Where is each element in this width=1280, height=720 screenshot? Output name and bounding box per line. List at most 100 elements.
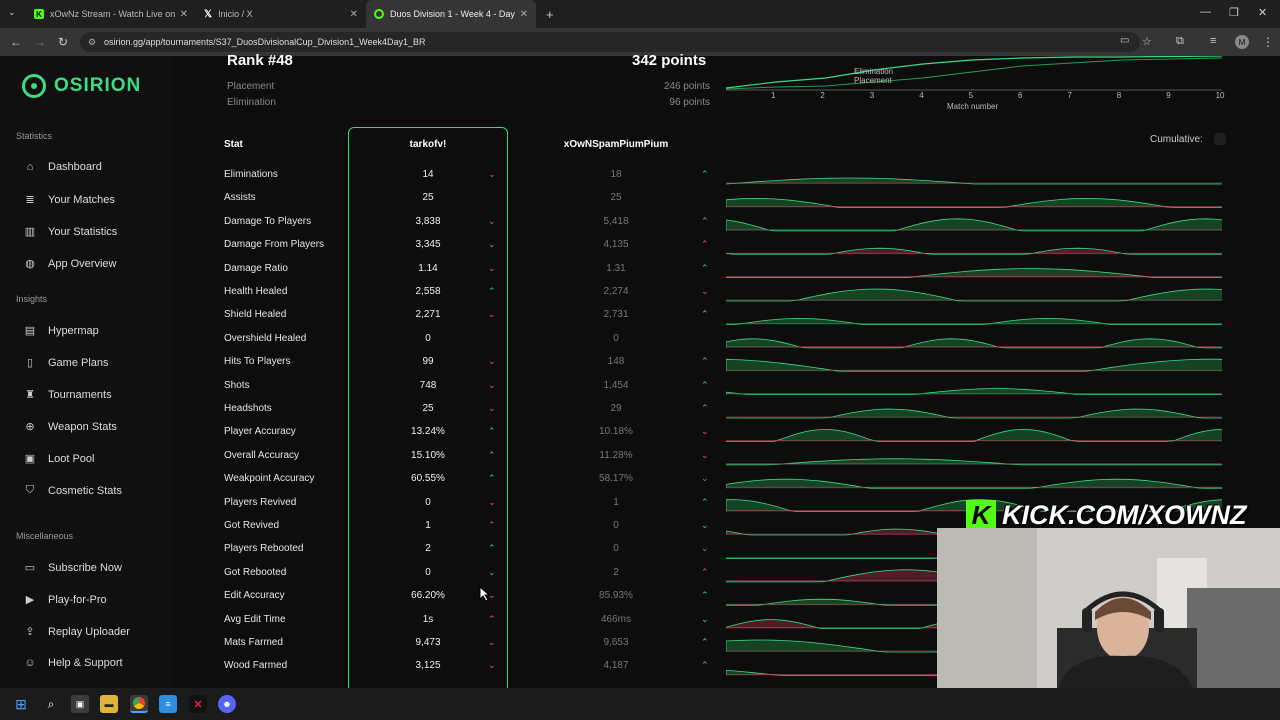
stat-name: Hits To Players [224,356,291,368]
app-icon[interactable]: ≡ [159,695,177,713]
player1-value: 9,473 [415,637,441,648]
profile-avatar[interactable]: M [1235,35,1249,49]
player2-value: 29 [610,403,622,414]
total-points: 342 points [632,52,707,69]
placement-value: 246 points [663,81,710,92]
task-view-icon[interactable]: ▣ [71,695,89,713]
arrow-down-icon: ⌄ [488,309,496,320]
tab-title: Inicio / X [218,9,253,19]
sidebar-item-label: Play-for-Pro [48,593,107,606]
sidebar-item-app-overview[interactable]: ◍ App Overview [24,257,117,271]
arrow-down-icon: ⌄ [488,169,496,179]
cumulative-checkbox[interactable] [1214,133,1226,145]
browser-menu-icon[interactable]: ⋮ [1262,35,1274,49]
player1-header[interactable]: tarkofv! [409,139,447,150]
minimize-icon[interactable]: — [1200,6,1211,18]
sparkline-line [726,478,1222,489]
arrow-up-icon: ⌃ [701,215,709,226]
table-row: Edit Accuracy 66.20% ⌄ 85.93% ⌃ [0,590,720,610]
close-tab-icon[interactable]: ✕ [349,8,358,20]
arrow-up-icon: ⌃ [701,379,709,390]
sidebar-item-your-matches[interactable]: ≣ Your Matches [24,193,114,207]
table-row: Hits To Players 99 ⌄ 148 ⌃ [0,356,720,376]
arrow-down-icon: ⌄ [488,590,496,601]
arrow-down-icon: ⌄ [488,215,496,226]
player1-value: 0 [425,332,431,344]
back-icon[interactable]: ← [10,35,22,49]
arrow-up-icon: ⌃ [701,403,709,413]
x-tick-label: 4 [919,91,924,100]
arrow-up-icon: ⌃ [701,637,709,647]
sidebar-item-replay-uploader[interactable]: ⇪ Replay Uploader [24,625,130,639]
sidebar-item-play-for-pro[interactable]: ▶ Play-for-Pro [24,593,107,607]
sidebar-item-hypermap[interactable]: ▤ Hypermap [24,324,99,338]
close-tab-icon[interactable]: ✕ [519,8,528,20]
media-icon[interactable]: ≡ [1210,35,1217,47]
tab-osirion[interactable]: Duos Division 1 - Week 4 - Day ✕ [366,0,536,28]
sparkline-area [726,178,1222,184]
osirion-logo[interactable]: OSIRION [22,74,141,98]
url-input[interactable]: ⚙ osirion.gg/app/tournaments/S37_DuosDiv… [80,32,1140,52]
tab-x[interactable]: 𝕏 Inicio / X ✕ [196,0,366,28]
arrow-up-icon: ⌃ [701,496,709,507]
trophy-icon: ♜ [25,389,35,401]
player1-value: 1s [422,613,434,625]
stat-name: Mats Farmed [224,637,283,648]
sidebar-item-tournaments[interactable]: ♜ Tournaments [24,388,112,402]
table-row: Avg Edit Time 1s ⌃ 466ms ⌄ [0,614,720,634]
player1-value: 60.55% [411,473,445,485]
player2-value: 5,418 [603,215,629,227]
tab-list-chevron-icon[interactable]: ⌄ [8,7,16,17]
cast-icon[interactable]: ▭ [1120,35,1130,46]
x-tick-label: 5 [968,91,974,100]
site-info-icon[interactable]: ⚙ [88,36,97,47]
stat-name: Eliminations [224,169,278,180]
elimination-series-line [726,57,1223,90]
discord-icon[interactable]: ☻ [218,695,236,713]
player2-value: 10.18% [599,426,633,438]
sidebar-item-help-support[interactable]: ☺ Help & Support [24,657,122,669]
x-app-icon[interactable]: ✕ [189,695,207,713]
sparkline-line [726,317,1222,325]
chrome-icon[interactable] [130,695,148,713]
close-tab-icon[interactable]: ✕ [179,8,188,20]
windows-start-icon[interactable]: ⊞ [15,695,27,712]
table-row: Overall Accuracy 15.10% ⌃ 11.28% ⌄ [0,450,720,470]
arrow-down-icon: ⌄ [488,496,496,507]
bookmark-star-icon[interactable]: ☆ [1142,36,1152,48]
x-tick-label: 6 [1018,91,1023,100]
player1-value: 748 [419,379,437,391]
tab-kick[interactable]: K xOwNz Stream - Watch Live on ✕ [26,0,196,28]
file-explorer-icon[interactable]: ▬ [100,695,118,713]
section-title-insights: Insights [16,294,48,304]
player1-value: 0 [425,566,431,578]
elimination-label: Elimination [227,97,276,108]
sidebar-item-weapon-stats[interactable]: ⊕ Weapon Stats [24,420,117,434]
sidebar-item-your-statistics[interactable]: ▥ Your Statistics [24,225,118,239]
search-icon[interactable]: ⌕ [47,696,55,711]
sidebar-item-label: Replay Uploader [48,625,130,638]
player2-value: 1 [613,496,619,508]
sidebar-item-cosmetic-stats[interactable]: ⛉ Cosmetic Stats [24,484,122,497]
sidebar-item-subscribe-now[interactable]: ▭ Subscribe Now [24,561,122,575]
sparkline-line [726,458,1222,466]
new-tab-icon[interactable]: + [546,6,554,22]
forward-icon[interactable]: → [34,35,46,49]
player1-value: 3,838 [415,215,441,227]
reload-icon[interactable]: ↻ [58,35,69,49]
extensions-icon[interactable]: ⧉ [1176,35,1184,47]
player2-header[interactable]: xOwNSpamPiumPium [563,139,669,150]
arrow-up-icon: ⌃ [701,262,709,273]
player2-value: 11.28% [599,449,633,461]
webcam-image [937,528,1280,692]
maximize-icon[interactable]: ❐ [1229,7,1239,19]
loot-icon: ▣ [24,453,36,465]
sidebar-item-game-plans[interactable]: ▯ Game Plans [24,356,109,370]
player2-value: 2,274 [603,286,629,297]
sidebar-item-dashboard[interactable]: ⌂ Dashboard [24,161,102,173]
sidebar-item-label: App Overview [48,257,117,270]
arrow-up-icon: ⌃ [701,590,709,601]
sidebar-item-loot-pool[interactable]: ▣ Loot Pool [24,452,95,466]
x-tick-label: 7 [1067,91,1072,100]
close-window-icon[interactable]: ✕ [1258,7,1268,19]
